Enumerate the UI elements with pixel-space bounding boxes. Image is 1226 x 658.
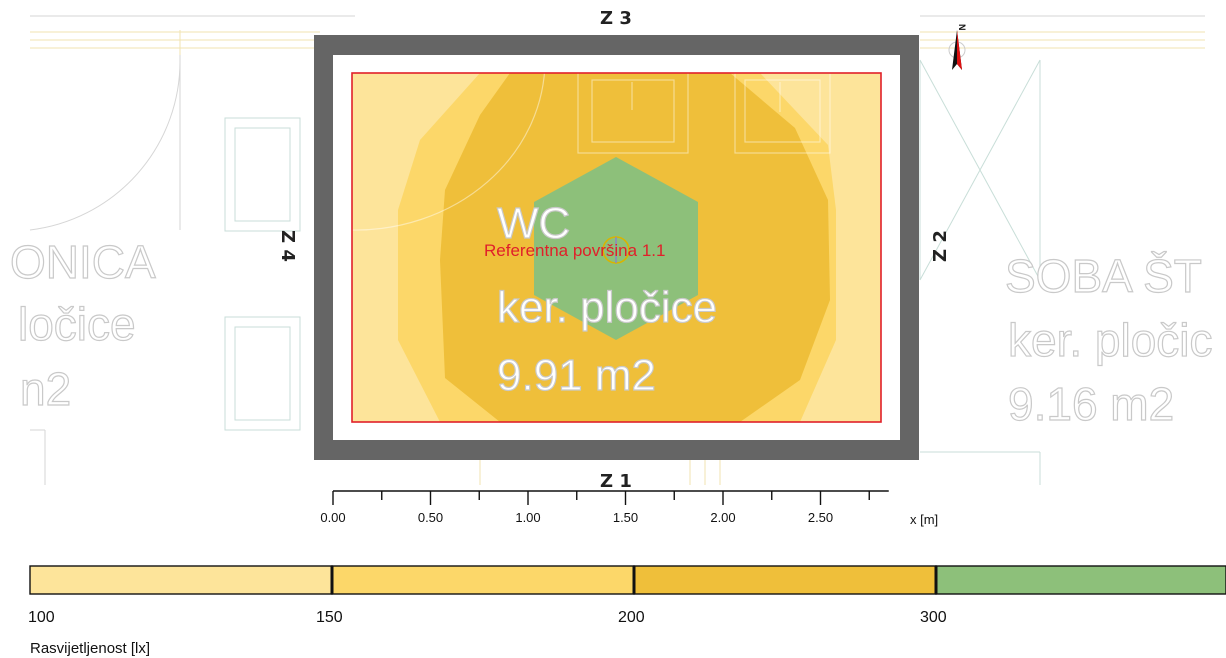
wall-label-left: Z 4	[277, 230, 298, 262]
x-axis-tick-label: 0.50	[418, 510, 443, 525]
x-axis-tick-label: 1.00	[515, 510, 540, 525]
reference-surface-label: Referentna površina 1.1	[484, 241, 665, 260]
wall-label-right: Z 2	[930, 230, 951, 262]
x-axis-tick-label: 2.00	[710, 510, 735, 525]
room-right-name: SOBA ŠT	[1005, 250, 1202, 302]
x-axis: 0.00 0.50 1.00 1.50 2.00 2.50	[320, 490, 889, 525]
legend-label: 150	[316, 609, 343, 626]
legend-band	[29, 565, 333, 595]
north-label: N	[957, 24, 967, 31]
legend-band	[331, 565, 635, 595]
room-right-floor: ker. pločic	[1008, 314, 1213, 366]
wc-room-labels: WC ker. pločice 9.91 m2	[496, 198, 717, 400]
x-axis-tick-label: 0.00	[320, 510, 345, 525]
room-center-area: 9.91 m2	[497, 351, 656, 400]
room-right-area: 9.16 m2	[1008, 378, 1174, 430]
legend-label: 300	[920, 609, 947, 626]
wall-label-bottom: Z 1	[600, 471, 632, 492]
x-axis-unit-label: x [m]	[910, 512, 938, 527]
x-axis-tick-label: 2.50	[808, 510, 833, 525]
background-drawing	[29, 15, 1205, 485]
room-left-name: ONICA	[10, 236, 156, 288]
legend-band	[633, 565, 937, 595]
legend-band	[935, 565, 1226, 595]
legend-labels: 100 150 200 300	[28, 609, 947, 626]
room-center-floor: ker. pločice	[497, 283, 717, 332]
adjacent-room-labels: ONICA ločice n2 SOBA ŠT ker. pločic 9.16…	[9, 235, 1213, 430]
legend-label: 100	[28, 609, 55, 626]
x-axis-tick-label: 1.50	[613, 510, 638, 525]
room-center-name: WC	[497, 199, 570, 248]
legend-title: Rasvijetljenost [lx]	[30, 640, 150, 657]
legend-label: 200	[618, 609, 645, 626]
north-arrow-icon: N	[948, 24, 967, 70]
reference-surface-outline	[351, 72, 882, 423]
room-left-area: n2	[20, 363, 71, 415]
wall-label-top: Z 3	[600, 8, 632, 29]
room-left-floor: ločice	[18, 298, 136, 350]
legend-bar	[29, 565, 1226, 595]
